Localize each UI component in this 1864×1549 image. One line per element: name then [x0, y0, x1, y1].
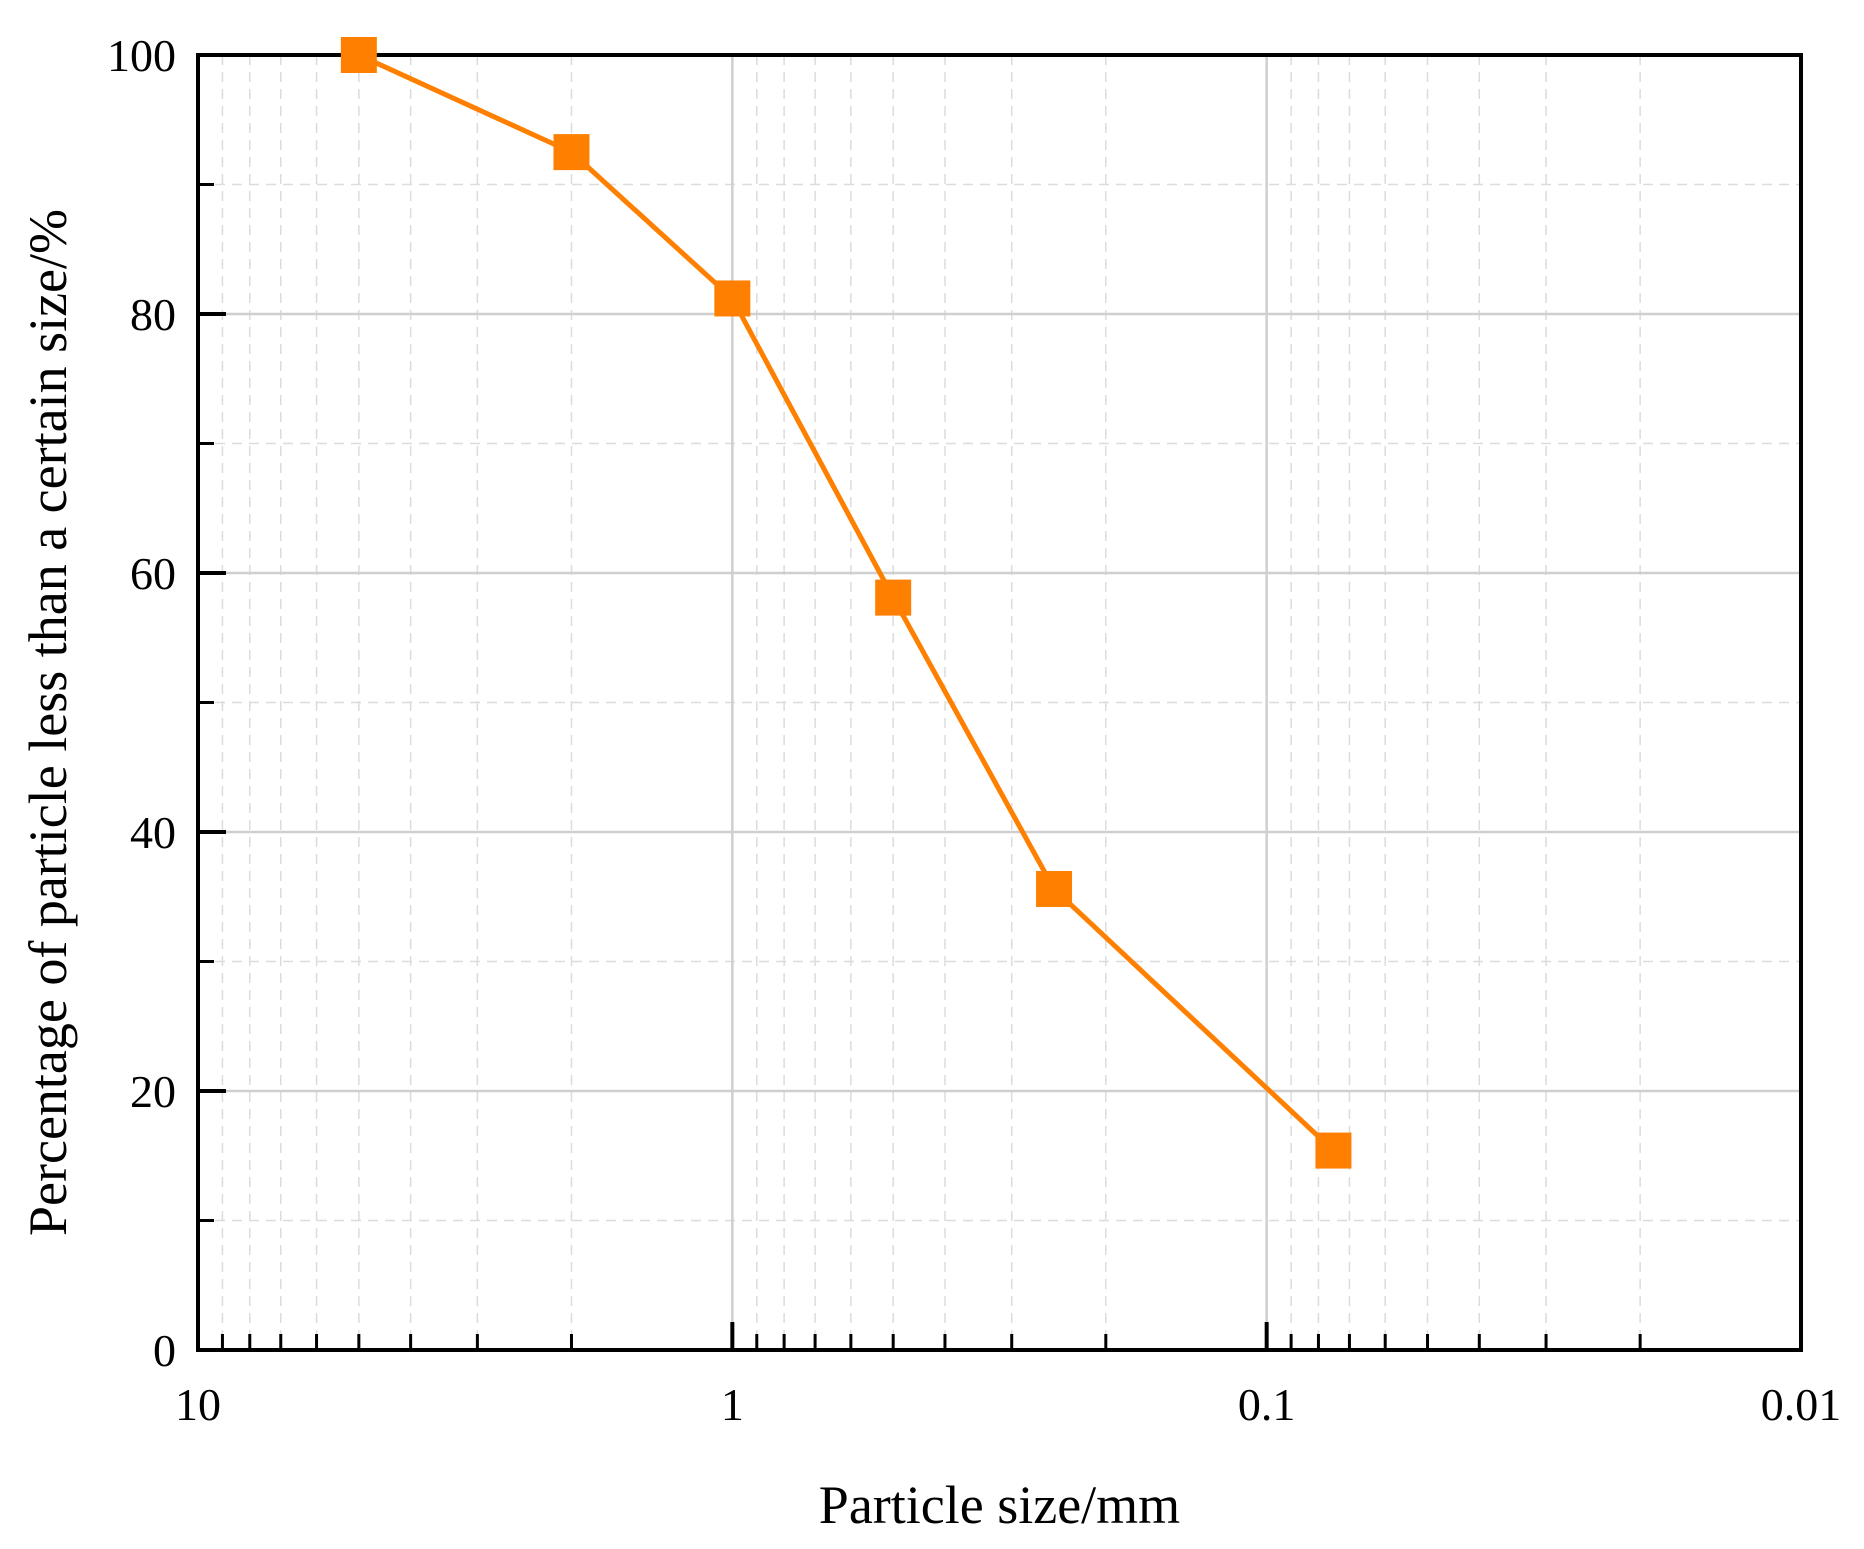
plot-frame: [196, 53, 1803, 1352]
y-tick-label: 20: [130, 1066, 176, 1117]
series-line: [357, 52, 1336, 1153]
series-layer: [340, 37, 1352, 1169]
data-point: [553, 134, 590, 171]
y-tick-label: 60: [130, 548, 176, 599]
grid: [196, 55, 1803, 1350]
y-tick-label: 40: [130, 807, 176, 858]
y-tick-label: 0: [153, 1325, 176, 1376]
x-axis-title: Particle size/mm: [819, 1475, 1180, 1535]
data-point: [875, 579, 912, 616]
x-tick-label: 0.1: [1238, 1379, 1296, 1430]
x-tick-label: 10: [175, 1379, 221, 1430]
y-tick-label: 100: [107, 30, 176, 81]
data-point: [1315, 1132, 1352, 1169]
data-point: [714, 280, 751, 317]
x-tick-label: 0.01: [1761, 1379, 1842, 1430]
y-tick-labels: 0 20 40 60 80 100: [107, 30, 176, 1376]
minor-ticks: [198, 183, 1642, 1350]
x-tick-labels: 10 1 0.1 0.01: [175, 1379, 1841, 1430]
y-tick-label: 80: [130, 289, 176, 340]
data-point: [340, 37, 377, 73]
x-tick-label: 1: [721, 1379, 744, 1430]
data-point: [1036, 870, 1073, 907]
y-axis-title: Percentage of particle less than a certa…: [18, 209, 78, 1236]
